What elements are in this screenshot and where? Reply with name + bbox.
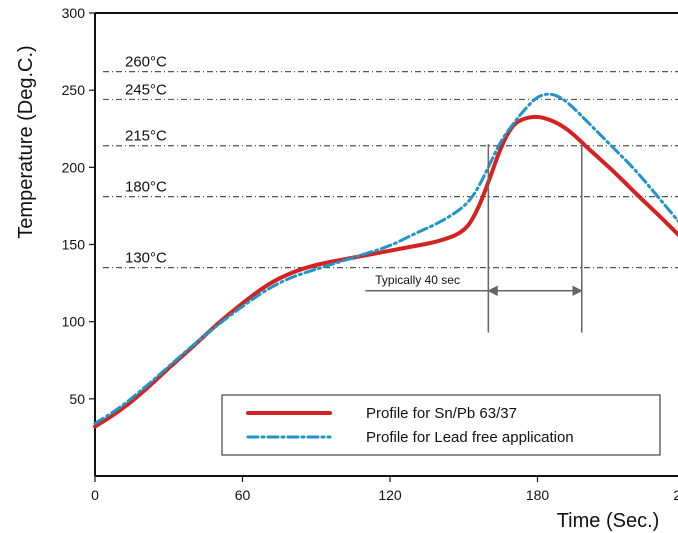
reference-line-label-3: 180°C xyxy=(125,179,167,196)
reference-line-label-2: 215°C xyxy=(125,128,167,145)
x-tick-label-2: 120 xyxy=(378,487,402,503)
legend-box xyxy=(221,394,661,456)
y-axis-title: Temperature (Deg.C.) xyxy=(15,45,37,238)
legend-label-1: Profile for Lead free application xyxy=(366,429,574,446)
x-tick-label-4: 240 xyxy=(673,487,678,503)
y-tick-label-1: 100 xyxy=(62,314,86,330)
x-axis-title: Time (Sec.) xyxy=(557,510,660,532)
y-tick-label-0: 50 xyxy=(69,391,85,407)
x-tick-label-1: 60 xyxy=(235,487,251,503)
series-line-1 xyxy=(93,92,678,426)
reference-line-label-4: 130°C xyxy=(125,250,167,267)
reference-line-label-0: 260°C xyxy=(125,54,167,71)
legend-label-0: Profile for Sn/Pb 63/37 xyxy=(366,405,517,422)
x-tick-label-0: 0 xyxy=(91,487,99,503)
y-tick-label-2: 150 xyxy=(62,237,86,253)
reference-line-label-1: 245°C xyxy=(125,81,167,98)
y-tick-label-5: 300 xyxy=(62,5,86,21)
series-line-0 xyxy=(93,114,678,429)
annotation-text: Typically 40 sec xyxy=(375,273,460,287)
y-tick-label-4: 250 xyxy=(62,82,86,98)
x-tick-label-3: 180 xyxy=(526,487,550,503)
y-tick-label-3: 200 xyxy=(62,159,86,175)
